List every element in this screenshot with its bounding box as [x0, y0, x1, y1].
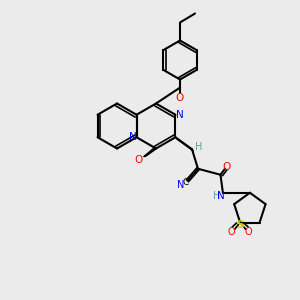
Text: N: N: [129, 132, 137, 142]
Text: N: N: [176, 110, 184, 120]
Text: H: H: [195, 142, 202, 152]
Text: N: N: [177, 180, 184, 190]
Text: C: C: [183, 178, 189, 187]
Text: O: O: [135, 154, 143, 165]
Text: O: O: [245, 227, 252, 237]
Text: O: O: [222, 162, 231, 172]
Text: O: O: [176, 93, 184, 103]
Text: S: S: [236, 220, 244, 230]
Text: O: O: [228, 227, 236, 237]
Text: H: H: [213, 191, 220, 201]
Text: N: N: [217, 191, 225, 201]
